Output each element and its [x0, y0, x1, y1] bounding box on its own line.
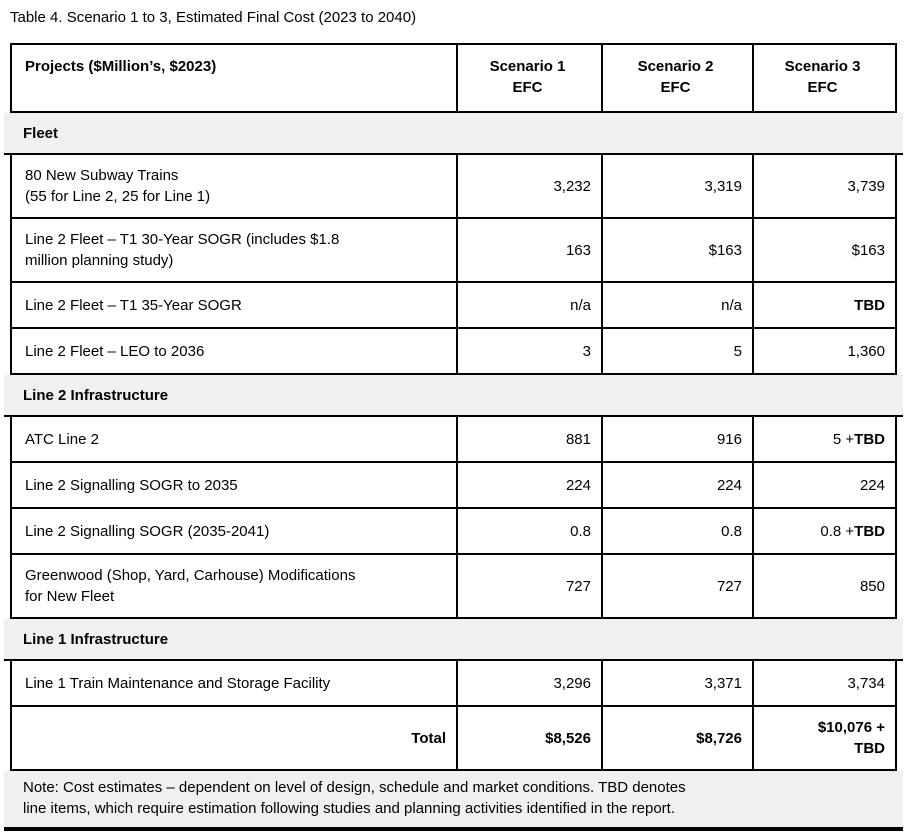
value-cell-scenario2: 5: [601, 329, 752, 373]
value-cell-scenario2: $8,726: [601, 707, 752, 769]
value-cell-scenario1: 0.8: [456, 509, 601, 553]
table-row: Line 2 Fleet – T1 30-Year SOGR (includes…: [10, 219, 897, 283]
table-note: Note: Cost estimates – dependent on leve…: [23, 779, 686, 817]
value-cell-scenario2: 224: [601, 463, 752, 507]
value-cell-scenario1: 881: [456, 417, 601, 461]
value-cell-scenario1: 3,296: [456, 661, 601, 705]
value-cell-scenario1: 3: [456, 329, 601, 373]
value-cell-scenario1: 224: [456, 463, 601, 507]
total-row: Total $8,526 $8,726 $10,076 + TBD: [10, 707, 897, 771]
value-cell-scenario3: 3,739: [752, 155, 895, 217]
section-label: Line 1 Infrastructure: [23, 630, 169, 648]
project-cell: Line 2 Fleet – LEO to 2036: [25, 342, 205, 360]
table-row: Line 2 Signalling SOGR (2035-2041) 0.8 0.8…: [10, 509, 897, 555]
value-cell-scenario1: n/a: [456, 283, 601, 327]
value-cell-scenario2: $163: [601, 219, 752, 281]
project-cell: ATC Line 2: [25, 430, 99, 448]
value-cell-scenario1: $8,526: [456, 707, 601, 769]
header-projects: Projects ($Million’s, $2023): [25, 58, 217, 75]
project-cell: Line 2 Signalling SOGR to 2035: [25, 476, 238, 494]
table-row: Line 1 Train Maintenance and Storage Fac…: [10, 661, 897, 707]
table-title: Table 4. Scenario 1 to 3, Estimated Fina…: [10, 9, 417, 26]
value-cell-scenario3: 3,734: [752, 661, 895, 705]
value-cell-scenario3: 1,360: [752, 329, 895, 373]
section-label: Line 2 Infrastructure: [23, 386, 169, 404]
header-scenario2: Scenario 2 EFC: [601, 45, 752, 111]
project-cell: 80 New Subway Trains (55 for Line 2, 25 …: [25, 167, 211, 205]
value-cell-scenario3: 850: [752, 555, 895, 617]
value-cell-scenario2: 3,319: [601, 155, 752, 217]
table-row: 80 New Subway Trains (55 for Line 2, 25 …: [10, 155, 897, 219]
project-cell: Greenwood (Shop, Yard, Carhouse) Modific…: [25, 567, 356, 605]
table-note-row: Note: Cost estimates – dependent on leve…: [4, 771, 903, 831]
table-row: Line 2 Fleet – LEO to 2036 3 5 1,360: [10, 329, 897, 375]
value-cell-scenario2: 727: [601, 555, 752, 617]
table-header-row: Projects ($Million’s, $2023) Scenario 1 …: [10, 45, 897, 113]
value-cell-scenario2: 916: [601, 417, 752, 461]
value-cell-scenario3: $10,076 + TBD: [752, 707, 895, 769]
value-cell-scenario3: TBD: [752, 283, 895, 327]
value-cell-scenario1: 727: [456, 555, 601, 617]
project-cell: Line 2 Fleet – T1 35-Year SOGR: [25, 296, 242, 314]
value-cell-scenario2: n/a: [601, 283, 752, 327]
value-cell-scenario2: 3,371: [601, 661, 752, 705]
project-cell: Line 2 Fleet – T1 30-Year SOGR (includes…: [25, 231, 340, 269]
value-cell-scenario3: 224: [752, 463, 895, 507]
table-row: Line 2 Fleet – T1 35-Year SOGR n/a n/a TBD: [10, 283, 897, 329]
header-scenario3: Scenario 3 EFC: [752, 45, 895, 111]
section-row: Line 1 Infrastructure: [4, 619, 903, 661]
total-label-cell: Total: [411, 729, 446, 747]
section-row: Line 2 Infrastructure: [4, 375, 903, 417]
project-cell: Line 2 Signalling SOGR (2035-2041): [25, 522, 270, 540]
value-cell-scenario3: $163: [752, 219, 895, 281]
table-row: Line 2 Signalling SOGR to 2035 224 224 224: [10, 463, 897, 509]
value-cell-scenario1: 163: [456, 219, 601, 281]
cost-table: Projects ($Million’s, $2023) Scenario 1 …: [4, 43, 903, 831]
value-cell-scenario1: 3,232: [456, 155, 601, 217]
section-row: Fleet: [4, 113, 903, 155]
header-scenario1: Scenario 1 EFC: [456, 45, 601, 111]
table-row: ATC Line 2 881 916 5 + TBD: [10, 417, 897, 463]
table-row: Greenwood (Shop, Yard, Carhouse) Modific…: [10, 555, 897, 619]
value-cell-scenario3: 5 + TBD: [752, 417, 895, 461]
project-cell: Line 1 Train Maintenance and Storage Fac…: [25, 674, 331, 692]
section-label: Fleet: [23, 124, 59, 142]
table-body: Fleet 80 New Subway Trains (55 for Line 2…: [4, 113, 903, 771]
value-cell-scenario3: 0.8 + TBD: [752, 509, 895, 553]
value-cell-scenario2: 0.8: [601, 509, 752, 553]
